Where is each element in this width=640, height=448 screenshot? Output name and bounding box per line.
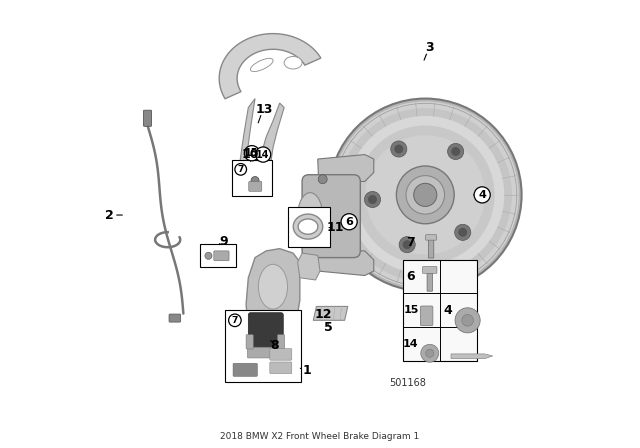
Circle shape <box>474 187 490 203</box>
Circle shape <box>318 175 327 184</box>
Polygon shape <box>317 251 374 276</box>
Polygon shape <box>239 99 284 184</box>
Text: 5: 5 <box>324 321 332 335</box>
FancyBboxPatch shape <box>428 236 434 258</box>
FancyBboxPatch shape <box>427 268 433 291</box>
Circle shape <box>396 166 454 224</box>
Text: 2018 BMW X2 Front Wheel Brake Diagram 1: 2018 BMW X2 Front Wheel Brake Diagram 1 <box>220 432 420 441</box>
Circle shape <box>365 135 485 254</box>
Circle shape <box>462 314 474 326</box>
Circle shape <box>399 237 415 253</box>
FancyBboxPatch shape <box>248 347 284 358</box>
FancyBboxPatch shape <box>143 110 152 126</box>
Text: 7: 7 <box>406 236 415 250</box>
Circle shape <box>332 101 518 289</box>
FancyBboxPatch shape <box>270 362 292 374</box>
Circle shape <box>364 191 381 207</box>
FancyBboxPatch shape <box>214 251 229 261</box>
Circle shape <box>235 164 246 175</box>
FancyBboxPatch shape <box>278 335 285 349</box>
Polygon shape <box>251 329 282 343</box>
Circle shape <box>454 224 471 241</box>
Text: 501168: 501168 <box>389 378 426 388</box>
Circle shape <box>413 183 437 207</box>
Text: 4: 4 <box>478 190 486 200</box>
Ellipse shape <box>259 264 287 309</box>
Circle shape <box>426 349 434 358</box>
FancyBboxPatch shape <box>426 235 436 240</box>
Polygon shape <box>246 249 300 338</box>
Circle shape <box>451 147 460 156</box>
Polygon shape <box>314 306 348 320</box>
Circle shape <box>455 308 480 333</box>
Circle shape <box>255 147 271 162</box>
Ellipse shape <box>284 56 302 69</box>
FancyBboxPatch shape <box>420 306 433 326</box>
Circle shape <box>341 214 357 230</box>
Text: 15: 15 <box>403 305 419 315</box>
Text: 10: 10 <box>242 148 259 161</box>
FancyBboxPatch shape <box>302 175 360 258</box>
Ellipse shape <box>298 193 323 237</box>
Polygon shape <box>298 253 320 280</box>
Text: 7: 7 <box>237 165 244 174</box>
Circle shape <box>244 146 260 161</box>
Text: 15: 15 <box>245 148 259 158</box>
Circle shape <box>251 177 259 185</box>
FancyBboxPatch shape <box>403 260 477 361</box>
FancyBboxPatch shape <box>248 313 284 354</box>
Text: 7: 7 <box>232 316 238 325</box>
Circle shape <box>406 176 445 214</box>
FancyBboxPatch shape <box>249 181 262 191</box>
Text: 14: 14 <box>257 150 270 159</box>
FancyBboxPatch shape <box>169 314 180 322</box>
Circle shape <box>394 145 403 154</box>
Ellipse shape <box>250 58 273 72</box>
Text: 6: 6 <box>406 270 415 283</box>
Polygon shape <box>317 155 374 181</box>
Circle shape <box>391 141 407 157</box>
Text: 4: 4 <box>444 304 452 317</box>
FancyBboxPatch shape <box>288 207 330 247</box>
Circle shape <box>368 195 377 204</box>
FancyBboxPatch shape <box>225 310 301 382</box>
Text: 9: 9 <box>219 234 228 248</box>
Text: 1: 1 <box>302 364 311 378</box>
Circle shape <box>421 344 439 362</box>
Polygon shape <box>451 354 493 358</box>
FancyBboxPatch shape <box>200 244 236 267</box>
Circle shape <box>321 213 330 221</box>
FancyBboxPatch shape <box>246 335 253 349</box>
Circle shape <box>447 143 464 159</box>
Circle shape <box>228 314 241 327</box>
Circle shape <box>216 252 224 259</box>
FancyBboxPatch shape <box>422 267 437 273</box>
Circle shape <box>329 99 522 291</box>
Text: 13: 13 <box>255 103 273 116</box>
FancyBboxPatch shape <box>270 349 292 360</box>
Text: 2: 2 <box>105 208 114 222</box>
Text: 8: 8 <box>270 339 278 353</box>
FancyBboxPatch shape <box>232 160 271 196</box>
Polygon shape <box>220 34 321 99</box>
Circle shape <box>205 252 212 259</box>
Circle shape <box>356 125 495 264</box>
Text: 6: 6 <box>345 217 353 227</box>
Circle shape <box>403 240 412 249</box>
FancyBboxPatch shape <box>233 363 257 376</box>
Text: 12: 12 <box>315 308 332 321</box>
Circle shape <box>346 116 504 274</box>
Text: 11: 11 <box>327 221 344 234</box>
Text: 14: 14 <box>403 339 419 349</box>
Text: 3: 3 <box>426 40 434 54</box>
Circle shape <box>339 108 512 282</box>
Circle shape <box>458 228 467 237</box>
